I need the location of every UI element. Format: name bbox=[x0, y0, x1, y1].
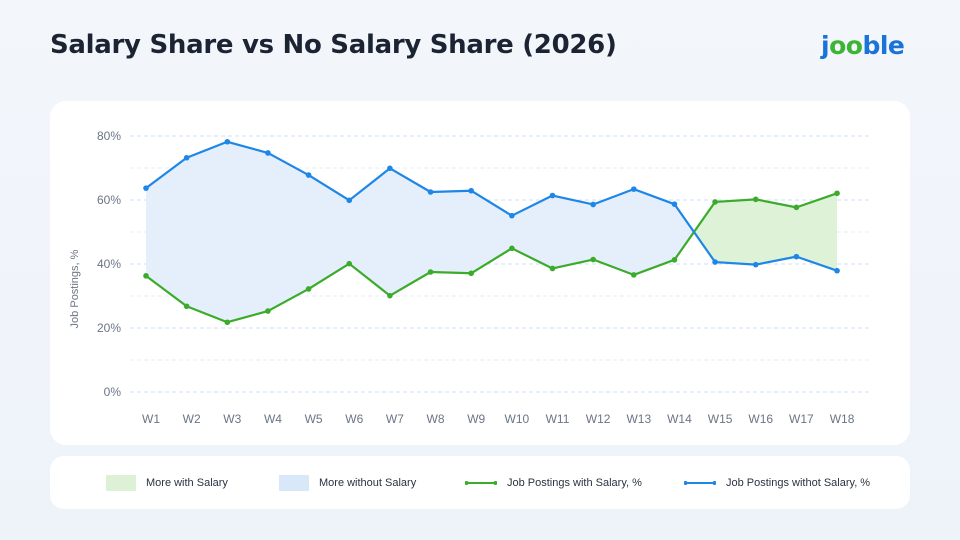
x-tick-label: W3 bbox=[223, 412, 241, 426]
x-tick-label: W5 bbox=[305, 412, 323, 426]
x-tick-label: W14 bbox=[667, 412, 692, 426]
data-point-salary bbox=[549, 265, 556, 272]
x-tick-label: W12 bbox=[586, 412, 611, 426]
data-point-no-salary bbox=[549, 192, 556, 199]
x-tick-label: W17 bbox=[789, 412, 814, 426]
x-tick-label: W4 bbox=[264, 412, 282, 426]
data-point-salary bbox=[143, 273, 149, 279]
legend-item-without-salary: Job Postings withot Salary, % bbox=[684, 456, 870, 509]
data-point-salary bbox=[590, 256, 596, 263]
data-point-salary bbox=[224, 319, 231, 326]
data-point-salary bbox=[427, 269, 434, 275]
data-point-no-salary bbox=[752, 261, 759, 268]
data-point-salary bbox=[183, 303, 190, 310]
x-tick-label: W10 bbox=[505, 412, 530, 426]
page-title: Salary Share vs No Salary Share (2026) bbox=[50, 30, 617, 60]
line-chart: 0%20%40%60%80% W1 W2 W3 W4 W5 W6 W7 W8 W9 W10 W11 W… bbox=[69, 129, 872, 426]
line-layer bbox=[145, 140, 838, 324]
data-point-no-salary bbox=[468, 187, 475, 194]
data-point-salary bbox=[265, 308, 271, 314]
data-point-salary bbox=[671, 257, 678, 263]
chart-card: 0% 20% 40% 60% 80% W1 W2 W3 W4 W5 W6 W7 W8 W9 W10 W11 W… bbox=[50, 101, 910, 445]
x-tick-label: W6 bbox=[345, 412, 363, 426]
data-point-no-salary bbox=[387, 165, 393, 172]
legend-item-more-without-salary: More without Salary bbox=[279, 456, 416, 509]
x-tick-label: W15 bbox=[708, 412, 733, 426]
data-point-no-salary bbox=[834, 267, 840, 274]
data-point-salary bbox=[793, 204, 800, 211]
x-tick-label: W1 bbox=[142, 412, 160, 426]
data-point-salary bbox=[509, 245, 515, 252]
data-point-salary bbox=[712, 199, 718, 205]
data-point-salary bbox=[346, 260, 353, 267]
data-point-salary bbox=[631, 272, 637, 278]
series-line-salary bbox=[145, 192, 838, 324]
data-point-salary bbox=[387, 292, 393, 299]
y-tick-label: 80% bbox=[97, 129, 121, 143]
x-tick-label: W9 bbox=[467, 412, 485, 426]
data-point-no-salary bbox=[509, 212, 515, 219]
y-tick-label: 20% bbox=[97, 321, 121, 335]
data-point-no-salary bbox=[427, 189, 434, 195]
x-tick-label: W8 bbox=[427, 412, 445, 426]
x-tick-label: W7 bbox=[386, 412, 404, 426]
x-tick-label: W16 bbox=[748, 412, 773, 426]
jooble-logo: jooble bbox=[821, 31, 905, 60]
y-tick-label: 40% bbox=[97, 257, 121, 271]
data-point-salary bbox=[305, 286, 312, 292]
legend-label: More without Salary bbox=[319, 476, 417, 489]
legend-item-more-with-salary: More with Salary bbox=[106, 456, 228, 509]
x-tick-labels: W1 W2 W3 W4 W5 W6 W7 W8 W9 W10 W11 W12 W13 W14 W15 W16 W… bbox=[142, 412, 855, 426]
x-tick-label: W13 bbox=[626, 412, 651, 426]
legend-label: Job Postings with Salary, % bbox=[507, 476, 642, 489]
data-point-no-salary bbox=[631, 186, 637, 192]
x-tick-label: W11 bbox=[546, 412, 570, 426]
data-point-no-salary bbox=[305, 172, 312, 178]
y-tick-label: 60% bbox=[97, 193, 121, 207]
data-point-no-salary bbox=[712, 259, 718, 265]
area-more-without-salary bbox=[146, 141, 694, 323]
data-point-no-salary bbox=[183, 154, 190, 161]
legend-label: Job Postings withot Salary, % bbox=[726, 476, 871, 489]
y-tick-label: 0% bbox=[104, 385, 122, 399]
data-point-no-salary bbox=[346, 197, 353, 204]
data-point-no-salary bbox=[224, 138, 231, 145]
area-more-with-salary bbox=[693, 193, 838, 271]
y-axis-label: Job Postings, % bbox=[69, 249, 81, 328]
series-line-no-salary bbox=[145, 140, 838, 272]
data-point-no-salary bbox=[590, 201, 596, 208]
data-point-no-salary bbox=[793, 253, 800, 260]
x-tick-label: W18 bbox=[830, 412, 855, 426]
data-point-salary bbox=[468, 270, 475, 277]
legend: More with Salary More without Salary Job… bbox=[50, 456, 910, 509]
y-tick-labels: 0% 20% 40% 60% 80% bbox=[97, 129, 121, 399]
legend-item-with-salary: Job Postings with Salary, % bbox=[465, 456, 642, 509]
legend-swatch-blue-area bbox=[279, 474, 309, 491]
fill-layer bbox=[146, 141, 838, 323]
legend-line-green-icon bbox=[465, 480, 497, 485]
data-point-no-salary bbox=[671, 201, 678, 207]
data-point-salary bbox=[752, 196, 759, 203]
legend-label: More with Salary bbox=[146, 476, 228, 489]
legend-line-blue-icon bbox=[684, 480, 716, 485]
legend-swatch-green-area bbox=[106, 474, 136, 491]
data-point-no-salary bbox=[143, 185, 149, 191]
point-layer bbox=[143, 138, 840, 326]
x-tick-label: W2 bbox=[183, 412, 201, 426]
data-point-salary bbox=[834, 190, 840, 197]
data-point-no-salary bbox=[265, 150, 271, 156]
